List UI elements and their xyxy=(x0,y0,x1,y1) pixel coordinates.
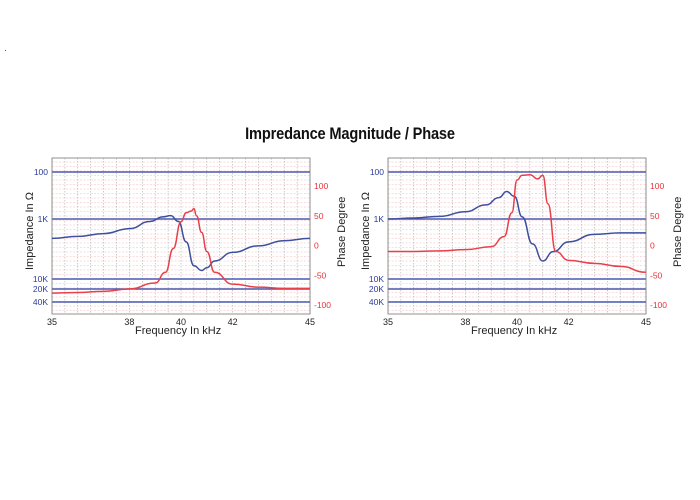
y-right-tick-label: 100 xyxy=(314,181,328,191)
x-tick-label: 45 xyxy=(641,317,651,327)
y-right-tick-label: 0 xyxy=(314,241,319,251)
y-right-tick-label: -50 xyxy=(314,270,327,280)
y-right-tick-label: 50 xyxy=(650,211,660,221)
page-title: Impredance Magnitude / Phase xyxy=(245,124,455,143)
x-tick-label: 35 xyxy=(383,317,393,327)
y-left-tick-label: 20K xyxy=(369,284,384,294)
y-left-tick-label: 20K xyxy=(33,284,48,294)
y-axis-label-right: Phase Degree xyxy=(336,196,348,267)
chart-panel-left: 100 1K 10K 20K 40K 100 50 0 -50 -100 35 38 40 42 45 Im… xyxy=(22,152,348,342)
x-tick-label: 35 xyxy=(47,317,57,327)
y-left-tick-label: 1K xyxy=(374,214,385,224)
y-left-tick-label: 40K xyxy=(33,297,48,307)
y-left-tick-label: 100 xyxy=(370,167,384,177)
y-right-tick-label: -100 xyxy=(314,300,331,310)
x-tick-label: 42 xyxy=(564,317,574,327)
plot-border xyxy=(387,157,647,315)
phase-line xyxy=(387,173,647,274)
y-right-tick-label: -50 xyxy=(650,270,663,280)
y-left-tick-label: 10K xyxy=(369,274,384,284)
x-tick-label: 40 xyxy=(176,317,186,327)
phase-line xyxy=(51,207,310,294)
y-axis-label-left: Impedance In Ω xyxy=(24,192,36,270)
y-axis-label-left: Impedance In Ω xyxy=(360,192,372,270)
x-tick-label: 38 xyxy=(124,317,134,327)
x-axis-label: Frequency In kHz xyxy=(471,325,558,337)
y-right-tick-label: 100 xyxy=(650,181,664,191)
y-right-tick-label: -100 xyxy=(650,300,667,310)
y-right-tick-label: 0 xyxy=(650,241,655,251)
x-tick-label: 45 xyxy=(305,317,315,327)
y-left-tick-label: 100 xyxy=(34,167,48,177)
impedance-magnitude-line xyxy=(387,190,646,262)
x-tick-label: 38 xyxy=(460,317,470,327)
chart-panel-right: 100 1K 10K 20K 40K 100 50 0 -50 -100 35 38 40 42 45 Im… xyxy=(358,152,684,342)
y-axis-label-right: Phase Degree xyxy=(672,196,684,267)
y-left-tick-label: 1K xyxy=(38,214,49,224)
stray-dot xyxy=(5,50,6,51)
y-left-tick-label: 40K xyxy=(369,297,384,307)
x-tick-label: 42 xyxy=(228,317,238,327)
y-right-tick-label: 50 xyxy=(314,211,324,221)
plot-border xyxy=(51,157,311,315)
impedance-magnitude-line xyxy=(51,214,311,272)
x-axis-label: Frequency In kHz xyxy=(135,325,222,337)
y-left-tick-label: 10K xyxy=(33,274,48,284)
x-tick-label: 40 xyxy=(512,317,522,327)
